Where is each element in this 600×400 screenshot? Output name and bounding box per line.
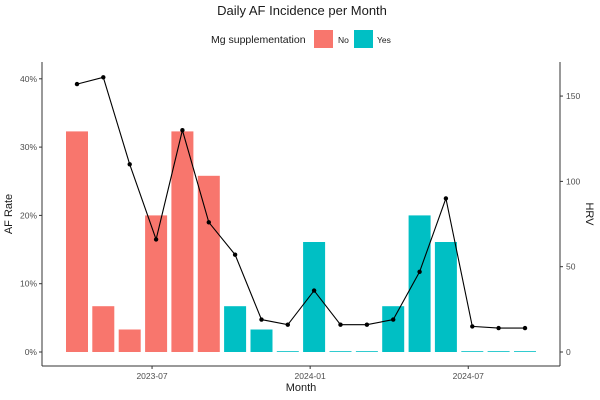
y-right-tick-label: 100 <box>566 176 580 186</box>
bar-2023-09 <box>197 175 220 352</box>
hrv-point-2024-09 <box>522 325 528 331</box>
x-tick-label: 2024-07 <box>453 371 484 381</box>
hrv-point-2023-11 <box>259 317 264 322</box>
hrv-line <box>76 76 525 329</box>
hrv-point-2023-04 <box>74 81 80 87</box>
y-right-axis-title: HRV <box>583 202 595 226</box>
y-left-tick-label: 40% <box>20 74 37 84</box>
chart-title: Daily AF Incidence per Month <box>217 3 387 18</box>
bar-2024-02 <box>329 351 352 352</box>
hrv-line-layer <box>74 75 528 331</box>
hrv-point-2023-05 <box>101 75 106 80</box>
hrv-point-2024-08 <box>496 325 501 331</box>
hrv-point-2023-07 <box>153 237 159 242</box>
bar-2023-08 <box>171 131 194 352</box>
legend-swatch-no <box>314 30 333 48</box>
x-tick-label: 2024-01 <box>295 371 326 381</box>
hrv-point-2023-10 <box>232 252 238 257</box>
x-ticks: 2023-07 2024-01 2024-07 <box>136 366 484 381</box>
hrv-point-2024-01 <box>311 288 317 293</box>
x-tick-label: 2023-07 <box>136 371 167 381</box>
hrv-point-2023-08 <box>180 128 185 133</box>
hrv-point-2024-02 <box>338 322 343 327</box>
bar-2024-01 <box>303 242 326 352</box>
bar-2024-03 <box>355 351 378 352</box>
legend-label-no: No <box>338 35 349 45</box>
y-right-tick-label: 150 <box>566 91 580 101</box>
hrv-point-2024-04 <box>391 317 396 322</box>
bar-2024-07 <box>461 351 484 352</box>
bar-2023-04 <box>66 131 88 352</box>
y-left-ticks: 0% 10% 20% 30% 40% <box>20 74 42 357</box>
legend-label-yes: Yes <box>377 35 391 45</box>
bar-2024-04 <box>382 306 405 352</box>
hrv-point-2023-06 <box>127 162 132 167</box>
hrv-point-2024-05 <box>417 269 422 274</box>
y-right-tick-label: 0 <box>566 347 571 357</box>
x-axis-title: Month <box>286 382 317 394</box>
bar-2023-11 <box>250 329 273 352</box>
y-right-ticks: 0 50 100 150 <box>560 91 580 357</box>
legend-title: Mg supplementation <box>211 34 306 46</box>
hrv-point-2023-09 <box>206 220 211 225</box>
bar-2024-08 <box>487 351 510 352</box>
y-left-tick-label: 30% <box>20 142 37 152</box>
bars <box>66 131 536 352</box>
hrv-point-2023-12 <box>285 322 290 327</box>
hrv-point-2024-07 <box>470 324 475 329</box>
bar-2024-05 <box>408 215 431 352</box>
bar-2024-09 <box>514 351 536 352</box>
y-right-tick-label: 50 <box>566 262 576 272</box>
y-left-tick-label: 10% <box>20 279 37 289</box>
bar-2023-10 <box>224 306 247 352</box>
y-left-tick-label: 20% <box>20 210 37 220</box>
bar-2024-06 <box>434 242 457 352</box>
bar-2023-07 <box>145 215 168 352</box>
bar-2023-12 <box>276 351 299 352</box>
bar-2023-06 <box>118 329 141 352</box>
y-left-axis-title: AF Rate <box>3 194 15 234</box>
legend: Mg supplementation No Yes <box>211 30 391 48</box>
y-left-tick-label: 0% <box>25 347 38 357</box>
hrv-point-2024-06 <box>443 196 449 201</box>
legend-swatch-yes <box>354 30 373 48</box>
hrv-point-2024-03 <box>364 322 370 327</box>
bar-2023-05 <box>92 306 115 352</box>
